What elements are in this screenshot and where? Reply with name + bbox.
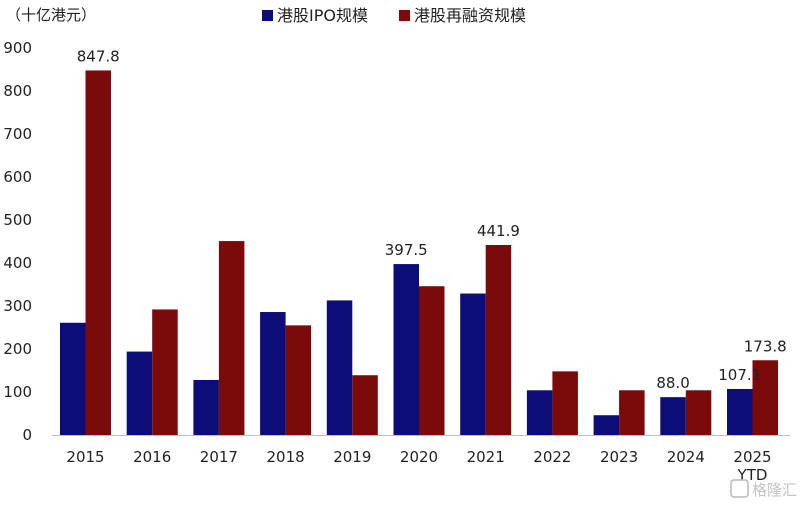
x-tick-label: 2018	[267, 448, 305, 466]
legend-swatch	[399, 10, 410, 21]
bar-2019-series-1	[326, 300, 353, 435]
bar-2018-series-2	[285, 325, 312, 435]
data-label: 107.1	[718, 366, 761, 384]
x-tick-label: 2021	[467, 448, 505, 466]
bar-2018-series-1	[260, 312, 286, 435]
watermark-text: 格隆汇	[752, 481, 797, 499]
x-tick-label: 2017	[200, 448, 238, 466]
data-label: 397.5	[385, 241, 428, 259]
x-tick-label: 2016	[133, 448, 171, 466]
unit-label: （十亿港元）	[6, 6, 96, 24]
y-tick-label: 900	[3, 39, 32, 57]
watermark-logo-icon	[730, 479, 749, 498]
bar-2019-series-2	[352, 375, 378, 435]
bar-2021-series-2	[485, 244, 512, 435]
x-tick-label: 2019	[333, 448, 371, 466]
bar-2022-series-1	[526, 390, 553, 435]
x-tick-label: 2023	[600, 448, 638, 466]
bar-2020-series-1	[393, 264, 419, 435]
bar-2023-series-2	[619, 390, 645, 435]
bar-2017-series-1	[193, 379, 219, 435]
bar-2017-series-2	[218, 241, 245, 435]
bar-2025-series-1	[727, 388, 753, 435]
legend: 港股IPO规模 港股再融资规模	[262, 6, 526, 25]
y-tick-label: 600	[3, 168, 32, 186]
bar-2024-series-1	[660, 397, 686, 435]
bar-2015-series-1	[60, 322, 86, 435]
data-label: 847.8	[77, 47, 120, 65]
data-labels: 397.5 88.0 107.1 847.8 441.9 173.8	[77, 47, 787, 392]
x-tick-label: 2025	[733, 448, 771, 466]
legend-label: 港股IPO规模	[277, 6, 368, 25]
data-label: 88.0	[656, 374, 689, 392]
data-label: 173.8	[744, 337, 787, 355]
bar-2021-series-1	[460, 293, 486, 435]
x-tick-label: 2022	[533, 448, 571, 466]
y-tick-label: 500	[3, 211, 32, 229]
x-axis: 2015 2016 2017 2018 2019 2020 2021 2022 2023 2024…	[52, 435, 790, 484]
y-tick-label: 400	[3, 254, 32, 272]
bar-2024-series-2	[685, 390, 712, 435]
watermark: 格隆汇	[730, 479, 797, 499]
bar-2025-series-2	[752, 360, 778, 435]
x-tick-label: 2015	[66, 448, 104, 466]
y-tick-label: 0	[22, 426, 32, 444]
bar-2022-series-2	[552, 371, 578, 435]
y-tick-label: 800	[3, 82, 32, 100]
bar-2016-series-2	[152, 309, 178, 435]
bar-2023-series-1	[593, 415, 620, 435]
legend-label: 港股再融资规模	[414, 6, 526, 25]
bars	[60, 70, 778, 436]
y-tick-label: 200	[3, 340, 32, 358]
y-tick-label: 300	[3, 297, 32, 315]
bar-2015-series-2	[85, 70, 111, 436]
y-tick-label: 100	[3, 383, 32, 401]
bar-2016-series-1	[126, 351, 153, 435]
y-axis: 0 100 200 300 400 500 600 700 800 900	[3, 39, 32, 444]
x-tick-label: 2024	[667, 448, 705, 466]
y-tick-label: 700	[3, 125, 32, 143]
x-tick-label: 2020	[400, 448, 438, 466]
data-label: 441.9	[477, 222, 520, 240]
legend-swatch	[262, 10, 273, 21]
bar-2020-series-2	[419, 286, 445, 435]
